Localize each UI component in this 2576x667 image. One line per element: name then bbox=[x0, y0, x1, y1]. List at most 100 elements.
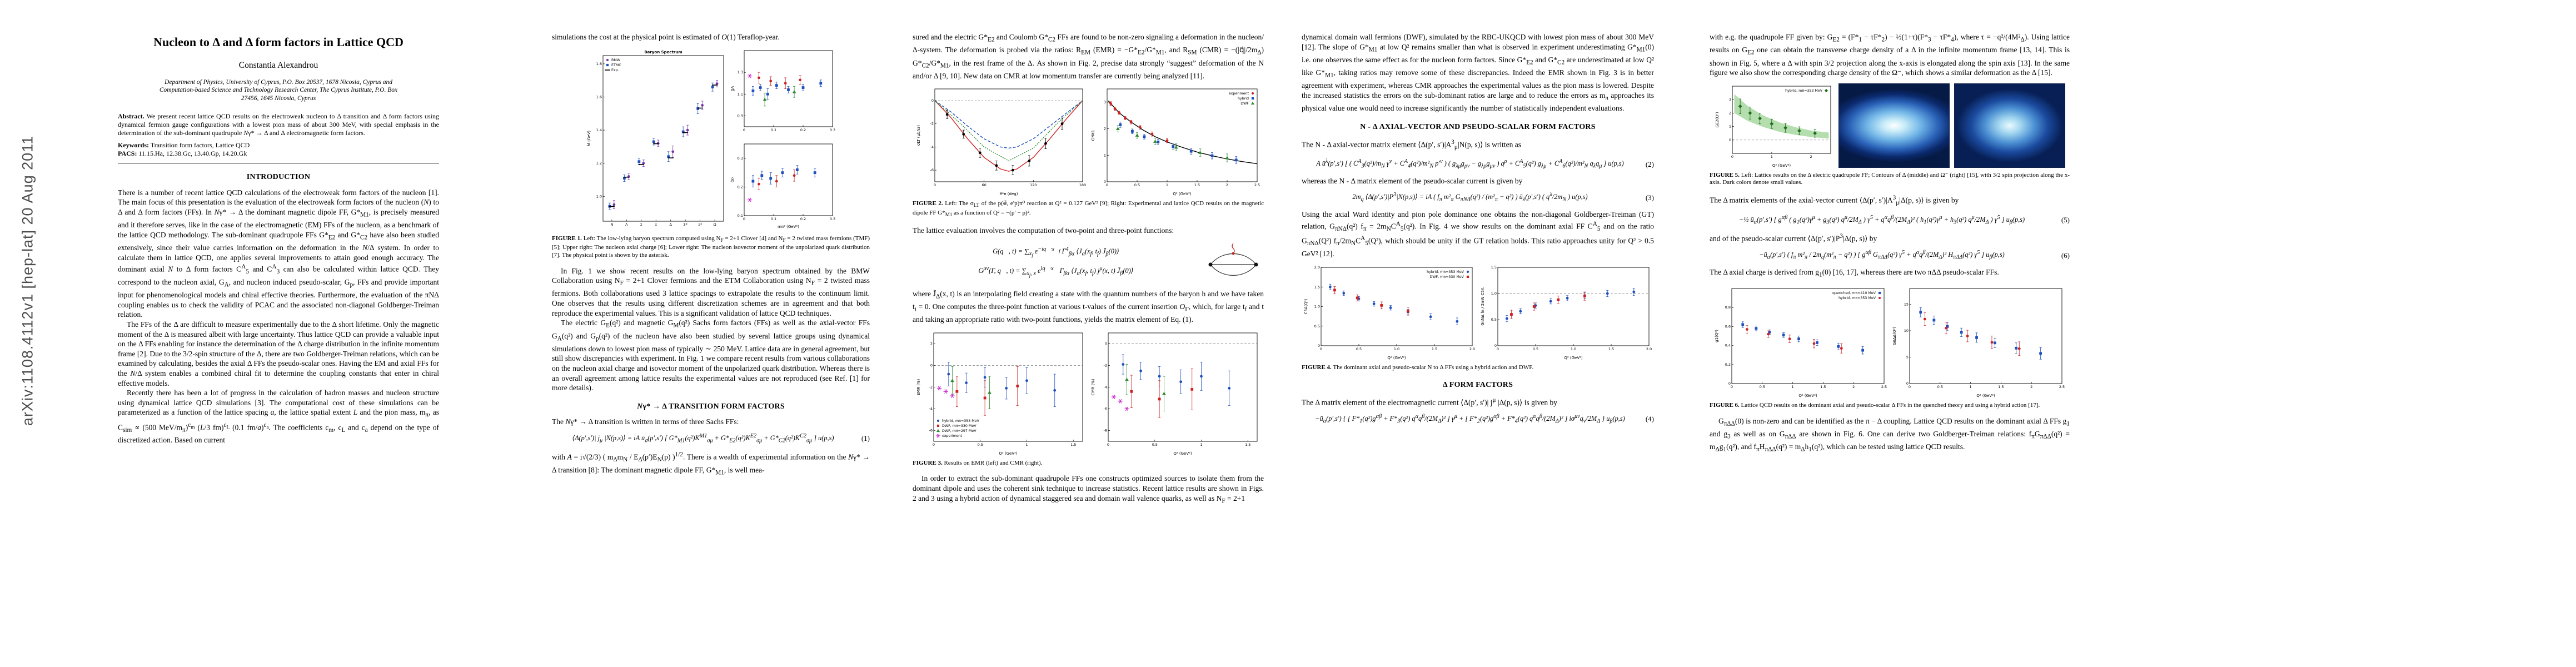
correlator-equations-column: G(q⃗, t) = ∑xf e−iq⃗·x⃗f Γ4βα ⟨Jα(xf, tf… bbox=[913, 240, 1199, 285]
svg-text:1.5: 1.5 bbox=[1070, 442, 1076, 447]
svg-text:hybrid: hybrid bbox=[1238, 97, 1249, 101]
svg-text:Baryon Spectrum: Baryon Spectrum bbox=[644, 50, 682, 54]
svg-text:2.0: 2.0 bbox=[1314, 265, 1320, 270]
page-2-column: simulations the cost at the physical poi… bbox=[552, 32, 870, 479]
svg-text:1.5: 1.5 bbox=[1432, 347, 1437, 351]
figure-5-caption: FIGURE 5. Left: Lattice results on the Δ… bbox=[1710, 172, 2070, 187]
svg-text:0.5: 0.5 bbox=[1533, 347, 1538, 351]
svg-text:1.0: 1.0 bbox=[1394, 347, 1399, 351]
svg-text:N: N bbox=[610, 222, 613, 227]
svg-text:0.3: 0.3 bbox=[830, 128, 835, 132]
page2-paragraph-2: The electric GE(q²) and magnetic GM(q²) … bbox=[552, 318, 870, 392]
delta-em-lead: The Δ matrix element of the electromagne… bbox=[1302, 396, 1557, 407]
figure-1-caption: FIGURE 1. Left: The low-lying baryon spe… bbox=[552, 235, 870, 260]
three-point-equation-body: Gμν(Γ, q⃗, t) = ∑xf, x eiq⃗·x⃗ Γβα ⟨Jα(x… bbox=[978, 266, 1134, 278]
svg-text:1: 1 bbox=[1200, 442, 1202, 447]
svg-text:0: 0 bbox=[1728, 381, 1731, 386]
abstract-label: Abstract. bbox=[118, 112, 145, 121]
svg-text:0.4: 0.4 bbox=[1725, 344, 1731, 348]
figure-5-label: FIGURE 5. bbox=[1710, 171, 1740, 178]
intro-paragraph-2: The FFs of the Δ are difficult to measur… bbox=[118, 320, 439, 387]
svg-text:1: 1 bbox=[1970, 385, 1972, 389]
figure-2-label: FIGURE 2. bbox=[913, 200, 943, 207]
svg-text:GπNΔ fπ / 2mN C5A: GπNΔ fπ / 2mN C5A bbox=[1481, 287, 1485, 325]
svg-text:hybrid, mπ=353 MeV: hybrid, mπ=353 MeV bbox=[942, 419, 980, 423]
page3-paragraph-2: where J̄Δ(x, t) is an interpolating fiel… bbox=[913, 289, 1264, 324]
svg-text:-6: -6 bbox=[1104, 406, 1107, 411]
keywords-value: Transition form factors, Lattice QCD bbox=[150, 141, 250, 150]
section-transition-ff: Nγ* → Δ TRANSITION FORM FACTORS bbox=[637, 402, 785, 411]
svg-text:0.9: 0.9 bbox=[738, 113, 743, 118]
svg-text:experiment: experiment bbox=[1229, 92, 1249, 96]
page-5-column: with e.g. the quadrupole FF given by: GE… bbox=[1710, 32, 2070, 455]
figure-1-label: FIGURE 1. bbox=[552, 235, 582, 242]
svg-text:2: 2 bbox=[1852, 385, 1855, 389]
svg-text:1.3: 1.3 bbox=[738, 70, 743, 74]
svg-text:-4: -4 bbox=[930, 145, 934, 150]
svg-text:0.1: 0.1 bbox=[771, 217, 776, 221]
svg-text:0: 0 bbox=[1320, 347, 1322, 351]
svg-text:0.5: 0.5 bbox=[1760, 385, 1765, 389]
baryon-spectrum-chart: N Λ Σ Ξ Δ Σ* Ξ* Ω 1.0 1.2 1.4 1.6 1.8 Baryon Spectrum… bbox=[587, 50, 724, 227]
svg-text:0.5: 0.5 bbox=[1314, 323, 1320, 328]
svg-text:5: 5 bbox=[1906, 355, 1909, 360]
figure-6-caption-text: Lattice QCD results on the dominant axia… bbox=[1741, 402, 2040, 409]
figure-6-label: FIGURE 6. bbox=[1710, 402, 1740, 409]
equation-1-body: ⟨Δ(p′,s′)| jμ |N(p,s)⟩ = iA ūσ(p′,s′) [ … bbox=[572, 432, 834, 444]
figure-3: 0 0.5 1 1.5 -6 -4 -2 0 2 Q² (GeV²) EMR (%) hybrid, … bbox=[913, 330, 1264, 456]
svg-text:0: 0 bbox=[1909, 385, 1911, 389]
equation-6: −ūα(p′,s′) ( fπ m²π / 2mq(m²π − q²) ) [ … bbox=[1710, 248, 2070, 262]
svg-text:0.2: 0.2 bbox=[800, 217, 806, 221]
svg-text:DWF, mπ=330 MeV: DWF, mπ=330 MeV bbox=[942, 424, 976, 428]
sigma-lt-chart: 0 60 120 180 -6 -4 -2 0 θ*π (deg) σLT (μb/sr) bbox=[916, 88, 1086, 196]
three-point-function-diagram bbox=[1208, 243, 1258, 276]
svg-text:Q² (GeV²): Q² (GeV²) bbox=[1387, 356, 1406, 360]
page2-paragraph-1: In Fig. 1 we show recent results on the … bbox=[552, 266, 870, 317]
svg-text:0: 0 bbox=[1106, 183, 1108, 187]
svg-text:-2: -2 bbox=[930, 122, 934, 126]
pacs-value: 11.15.Ha, 12.38.Gc, 13.40.Gp, 14.20.Gk bbox=[138, 150, 247, 158]
figure-2-panels: 0 60 120 180 -6 -4 -2 0 θ*π (deg) σLT (μb/sr) 0 0.… bbox=[913, 86, 1264, 196]
figure-4: 0 0.5 1.0 1.5 2.0 0 0.5 1.0 1.5 2.0 Q² (GeV²) C5A(Q… bbox=[1302, 265, 1654, 360]
svg-text:2.5: 2.5 bbox=[1881, 385, 1887, 389]
svg-text:1.6: 1.6 bbox=[596, 94, 602, 99]
svg-text:3: 3 bbox=[1728, 97, 1731, 102]
equation-5: −½ ūα(p′,s′) [ gαβ ( g1(q²)γμ + g3(q²) q… bbox=[1710, 213, 2070, 227]
delta-charge-density-image bbox=[1838, 83, 1950, 168]
figure-3-panels: 0 0.5 1 1.5 -6 -4 -2 0 2 Q² (GeV²) EMR (%) hybrid, … bbox=[913, 330, 1264, 456]
figure-1-caption-text: Left: The low-lying baryon spectrum comp… bbox=[552, 235, 870, 258]
svg-text:0.8: 0.8 bbox=[1725, 305, 1731, 310]
figure-1-right-panels: 0 0.1 0.2 0.3 0.9 1.1 1.3 gA 0 0.1 0.2 0.3 0.1 0.2 0.… bbox=[730, 48, 835, 229]
svg-text:0: 0 bbox=[934, 183, 936, 187]
g1-chart: 0 0.5 1 1.5 2 2.500.20.40.60.8Q² (GeV²)g1(Q²)… bbox=[1715, 288, 1887, 398]
page5-paragraph-3: GπΔΔ(0) is non-zero and can be identifie… bbox=[1710, 416, 2070, 454]
equation-4-number: (4) bbox=[1645, 415, 1654, 424]
svg-text:0: 0 bbox=[1318, 344, 1320, 348]
svg-text:Δ: Δ bbox=[670, 222, 672, 227]
svg-text:0.3: 0.3 bbox=[830, 217, 835, 221]
figure-5-caption-text: Left: Lattice results on the Δ electric … bbox=[1710, 171, 2070, 186]
svg-text:Σ: Σ bbox=[640, 222, 642, 227]
svg-text:Exp.: Exp. bbox=[611, 68, 619, 72]
svg-text:Λ: Λ bbox=[625, 222, 628, 227]
svg-text:0: 0 bbox=[1107, 442, 1109, 447]
svg-text:0.6: 0.6 bbox=[1725, 325, 1731, 329]
svg-text:-4: -4 bbox=[929, 406, 933, 411]
svg-text:1.5: 1.5 bbox=[1491, 265, 1497, 270]
svg-text:GπΔΔ(Q²): GπΔΔ(Q²) bbox=[1892, 327, 1897, 345]
figure-6-caption: FIGURE 6. Lattice QCD results on the dom… bbox=[1710, 402, 2070, 410]
author-affiliation: Department of Physics, University of Cyp… bbox=[159, 78, 398, 102]
pacs-label: PACS: bbox=[118, 150, 137, 158]
svg-text:-8: -8 bbox=[1104, 428, 1107, 432]
equation-3-number: (3) bbox=[1645, 193, 1654, 202]
transition-lead: The Nγ* → Δ transition is written in ter… bbox=[552, 417, 739, 426]
page4-paragraph-1: dynamical domain wall fermions (DWF), si… bbox=[1302, 33, 1654, 113]
figure-6-panels: 0 0.5 1 1.5 2 2.5 0 0.2 0.4 0.6 0.8 Q² (GeV²) g1(Q²)… bbox=[1710, 286, 2070, 398]
svg-text:180: 180 bbox=[1079, 183, 1086, 187]
svg-text:DWF: DWF bbox=[1240, 102, 1249, 106]
svg-text:experiment: experiment bbox=[942, 434, 963, 438]
figure-4-caption: FIGURE 4. The dominant axial and pseudo-… bbox=[1302, 364, 1654, 372]
section-introduction: INTRODUCTION bbox=[246, 173, 311, 182]
